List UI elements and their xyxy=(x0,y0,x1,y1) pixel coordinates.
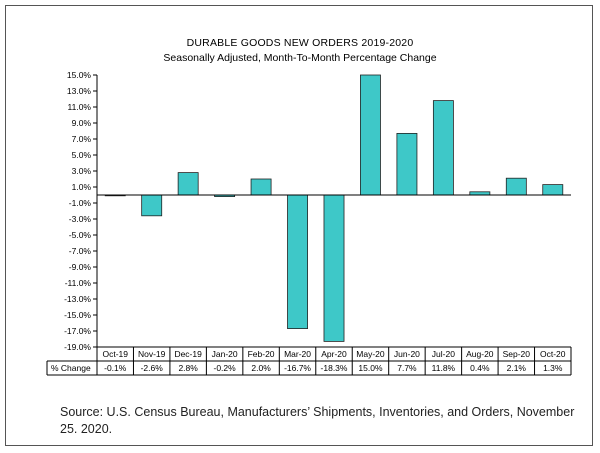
y-tick-label: 5.0% xyxy=(72,150,92,160)
table-value-cell: 2.1% xyxy=(507,363,527,373)
x-category-label: Apr-20 xyxy=(321,349,347,359)
table-value-cell: -0.1% xyxy=(104,363,127,373)
bar xyxy=(287,194,308,330)
x-category-label: Jan-20 xyxy=(212,349,238,359)
x-category-label: Jul-20 xyxy=(432,349,455,359)
chart-subtitle: Seasonally Adjusted, Month-To-Month Perc… xyxy=(163,52,437,64)
table-value-cell: 2.8% xyxy=(178,363,198,373)
table-value-cell: 7.7% xyxy=(397,363,417,373)
table-value-cell: 1.3% xyxy=(543,363,563,373)
y-tick-label: -5.0% xyxy=(69,230,92,240)
y-tick-label: -1.0% xyxy=(69,198,92,208)
bar xyxy=(250,178,272,196)
y-tick-label: -19.0% xyxy=(64,342,91,352)
bar xyxy=(141,194,163,217)
x-category-label: Aug-20 xyxy=(466,349,494,359)
bar xyxy=(396,132,418,196)
table-row-label: % Change xyxy=(51,363,91,373)
table-value-cell: 11.8% xyxy=(432,363,456,373)
y-tick-label: 3.0% xyxy=(72,166,92,176)
x-category-label: Feb-20 xyxy=(248,349,275,359)
y-tick-label: 11.0% xyxy=(68,102,92,112)
table-value-cell: 15.0% xyxy=(358,363,383,373)
bar xyxy=(323,194,345,342)
bar xyxy=(542,184,564,196)
y-tick-label: -3.0% xyxy=(69,214,92,224)
table-value-cell: -16.7% xyxy=(284,363,311,373)
bar xyxy=(360,74,381,196)
bar xyxy=(432,100,454,196)
x-category-label: Oct-19 xyxy=(102,349,128,359)
y-tick-label: -15.0% xyxy=(64,310,91,320)
x-category-label: Nov-19 xyxy=(138,349,166,359)
y-tick-label: -9.0% xyxy=(69,262,92,272)
y-tick-label: 13.0% xyxy=(67,86,92,96)
y-tick-label: 9.0% xyxy=(72,118,92,128)
y-tick-label: -13.0% xyxy=(64,294,91,304)
y-tick-label: -7.0% xyxy=(69,246,92,256)
table-value-cell: -0.2% xyxy=(214,363,237,373)
y-tick-label: -11.0% xyxy=(65,278,92,288)
table-value-cell: -2.6% xyxy=(141,363,164,373)
y-tick-label: 1.0% xyxy=(72,182,92,192)
x-category-label: May-20 xyxy=(356,349,385,359)
bar xyxy=(505,177,527,196)
table-value-cell: 2.0% xyxy=(251,363,271,373)
table-value-cell: 0.4% xyxy=(470,363,490,373)
y-tick-label: 15.0% xyxy=(67,70,92,80)
x-category-label: Dec-19 xyxy=(174,349,202,359)
x-category-label: Oct-20 xyxy=(540,349,566,359)
y-tick-label: 7.0% xyxy=(72,134,92,144)
bar-chart: 15.0% 13.0% 11.0% 9.0% 7.0% 5.0% 3.0% 1.0% -1.0%… xyxy=(46,70,572,376)
y-tick-label: -17.0% xyxy=(64,326,91,336)
source-note: Source: U.S. Census Bureau, Manufacturer… xyxy=(60,405,575,436)
bar xyxy=(177,172,199,196)
chart-title: DURABLE GOODS NEW ORDERS 2019-2020 xyxy=(186,37,414,49)
x-category-label: Sep-20 xyxy=(503,349,531,359)
table-value-cell: -18.3% xyxy=(321,363,348,373)
x-category-label: Mar-20 xyxy=(284,349,311,359)
x-category-label: Jun-20 xyxy=(394,349,420,359)
